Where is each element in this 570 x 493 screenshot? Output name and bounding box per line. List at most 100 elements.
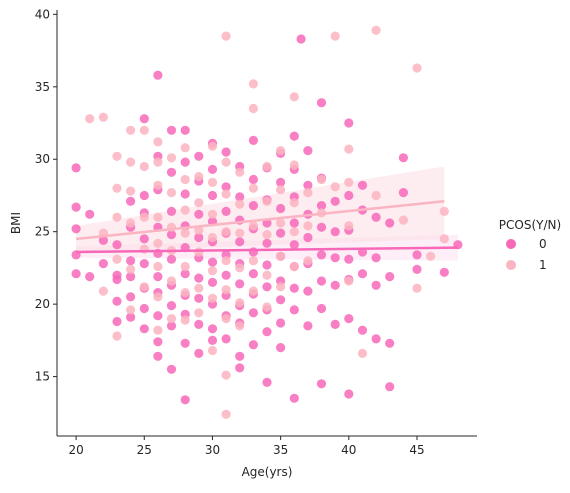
point-pcos-0 bbox=[289, 240, 299, 250]
point-pcos-1 bbox=[398, 215, 408, 225]
point-pcos-1 bbox=[194, 308, 204, 318]
point-pcos-0 bbox=[153, 272, 163, 282]
point-pcos-0 bbox=[85, 209, 95, 219]
point-pcos-1 bbox=[221, 370, 231, 380]
x-tick-label: 40 bbox=[341, 443, 356, 457]
point-pcos-0 bbox=[207, 335, 218, 345]
point-pcos-1 bbox=[262, 196, 272, 206]
point-pcos-0 bbox=[330, 319, 340, 329]
point-pcos-1 bbox=[126, 157, 136, 167]
point-pcos-1 bbox=[126, 125, 136, 135]
point-pcos-0 bbox=[371, 253, 381, 263]
point-pcos-0 bbox=[194, 151, 204, 161]
point-pcos-0 bbox=[153, 337, 163, 347]
point-pcos-1 bbox=[303, 188, 313, 198]
point-pcos-0 bbox=[303, 286, 313, 296]
point-pcos-1 bbox=[207, 266, 218, 276]
point-pcos-0 bbox=[126, 256, 136, 266]
point-pcos-0 bbox=[166, 321, 177, 331]
point-pcos-1 bbox=[426, 251, 436, 261]
point-pcos-0 bbox=[371, 212, 381, 222]
point-pcos-0 bbox=[276, 203, 286, 214]
point-pcos-1 bbox=[139, 161, 149, 172]
point-pcos-1 bbox=[221, 189, 231, 199]
point-pcos-1 bbox=[180, 174, 190, 185]
point-pcos-0 bbox=[412, 250, 422, 260]
point-pcos-1 bbox=[194, 225, 204, 235]
point-pcos-0 bbox=[126, 292, 136, 302]
point-pcos-0 bbox=[221, 182, 231, 192]
point-pcos-0 bbox=[248, 174, 258, 185]
point-pcos-0 bbox=[412, 264, 422, 274]
point-pcos-0 bbox=[153, 311, 163, 321]
point-pcos-1 bbox=[126, 186, 136, 196]
point-pcos-1 bbox=[276, 282, 286, 292]
point-pcos-0 bbox=[221, 334, 231, 344]
point-pcos-0 bbox=[207, 190, 218, 201]
point-pcos-0 bbox=[344, 389, 354, 399]
point-pcos-1 bbox=[439, 234, 449, 244]
point-pcos-0 bbox=[316, 250, 327, 260]
point-pcos-0 bbox=[385, 338, 395, 348]
y-tick-label: 40 bbox=[35, 7, 50, 21]
point-pcos-1 bbox=[207, 293, 218, 303]
y-ticks: 15 20 25 30 35 40 bbox=[35, 7, 57, 384]
point-pcos-1 bbox=[112, 254, 122, 264]
point-pcos-1 bbox=[166, 188, 177, 198]
point-pcos-0 bbox=[126, 312, 136, 322]
point-pcos-0 bbox=[248, 135, 258, 145]
y-tick-label: 35 bbox=[35, 80, 50, 94]
point-pcos-0 bbox=[262, 327, 272, 337]
point-pcos-0 bbox=[344, 314, 354, 324]
point-pcos-1 bbox=[276, 146, 286, 156]
point-pcos-0 bbox=[221, 206, 231, 216]
point-pcos-0 bbox=[71, 224, 81, 234]
point-pcos-0 bbox=[235, 351, 245, 361]
point-pcos-0 bbox=[289, 218, 299, 228]
point-pcos-1 bbox=[248, 221, 258, 231]
point-pcos-1 bbox=[207, 177, 218, 187]
point-pcos-0 bbox=[316, 276, 327, 286]
point-pcos-0 bbox=[126, 196, 136, 206]
point-pcos-0 bbox=[357, 325, 368, 335]
point-pcos-1 bbox=[248, 256, 258, 266]
point-pcos-1 bbox=[180, 205, 190, 215]
point-pcos-0 bbox=[289, 393, 299, 403]
point-pcos-1 bbox=[221, 285, 231, 295]
point-pcos-1 bbox=[180, 288, 190, 298]
point-pcos-0 bbox=[303, 232, 313, 243]
point-pcos-1 bbox=[289, 92, 299, 102]
point-pcos-1 bbox=[235, 263, 245, 273]
point-pcos-1 bbox=[262, 230, 272, 240]
point-pcos-1 bbox=[112, 151, 122, 161]
point-pcos-1 bbox=[330, 182, 340, 192]
point-pcos-1 bbox=[262, 161, 272, 172]
point-pcos-1 bbox=[330, 31, 340, 41]
legend-marker-0 bbox=[506, 239, 516, 249]
point-pcos-0 bbox=[303, 180, 313, 190]
point-pcos-0 bbox=[166, 206, 177, 216]
point-pcos-0 bbox=[139, 324, 149, 334]
point-pcos-1 bbox=[126, 305, 136, 315]
point-pcos-1 bbox=[303, 221, 313, 231]
point-pcos-1 bbox=[112, 212, 122, 222]
point-pcos-0 bbox=[289, 305, 299, 315]
point-pcos-0 bbox=[207, 324, 218, 334]
point-pcos-0 bbox=[248, 269, 258, 279]
point-pcos-1 bbox=[85, 114, 95, 124]
point-pcos-1 bbox=[180, 261, 190, 272]
point-pcos-0 bbox=[262, 238, 272, 248]
point-pcos-0 bbox=[316, 201, 327, 211]
point-pcos-0 bbox=[262, 377, 272, 387]
point-pcos-0 bbox=[194, 293, 204, 303]
point-pcos-0 bbox=[194, 209, 204, 219]
point-pcos-0 bbox=[262, 282, 272, 292]
point-pcos-1 bbox=[207, 141, 218, 151]
x-tick-label: 45 bbox=[409, 443, 424, 457]
point-pcos-0 bbox=[316, 379, 327, 389]
point-pcos-0 bbox=[289, 131, 299, 141]
point-pcos-0 bbox=[194, 232, 204, 243]
point-pcos-0 bbox=[166, 230, 177, 240]
point-pcos-0 bbox=[166, 254, 177, 264]
